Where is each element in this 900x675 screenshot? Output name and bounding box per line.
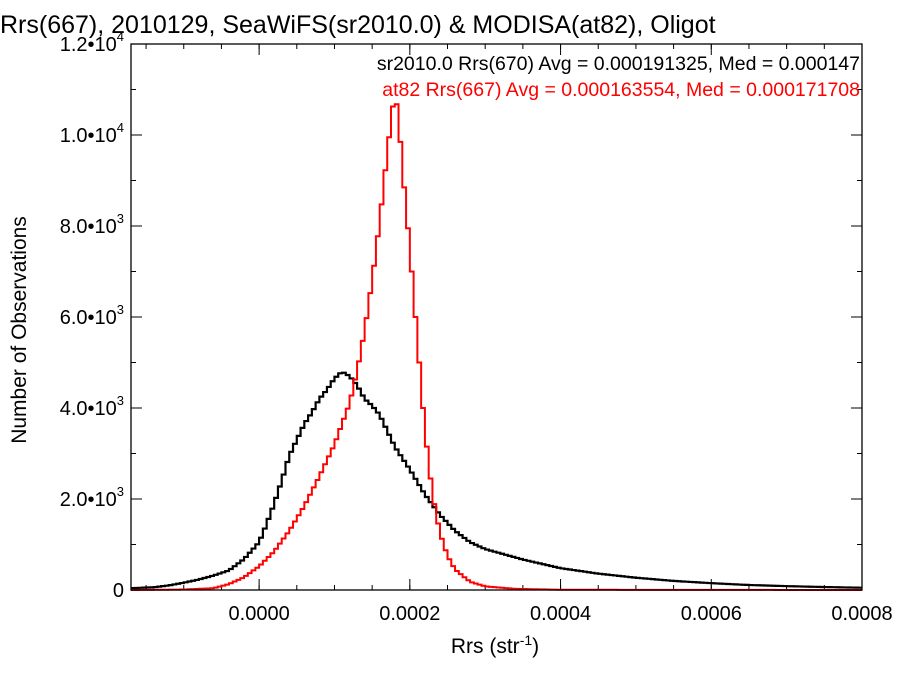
x-tick-label: 0.0006 [681, 603, 742, 625]
y-tick-label: 0 [113, 580, 124, 602]
legend-entry-red: at82 Rrs(667) Avg = 0.000163554, Med = 0… [382, 79, 860, 101]
y-tick-label: 4.0•103 [60, 393, 124, 420]
plot-frame [130, 43, 863, 591]
x-axis-label-main: Rrs (str [451, 635, 520, 658]
x-tick-label: 0.0008 [831, 603, 892, 625]
chart-title: Rrs(667), 2010129, SeaWiFS(sr2010.0) & M… [0, 11, 716, 39]
y-tick-label: 1.0•104 [60, 120, 124, 147]
x-tick-label: 0.0004 [530, 603, 591, 625]
y-tick-label: 6.0•103 [60, 302, 124, 329]
x-tick-label: 0.0002 [379, 603, 440, 625]
y-tick-label: 2.0•103 [60, 484, 124, 511]
legend-entry-black: sr2010.0 Rrs(670) Avg = 0.000191325, Med… [377, 53, 860, 75]
series-line-0 [131, 371, 862, 590]
y-tick-label: 8.0•103 [60, 211, 124, 238]
series-layer [131, 103, 862, 591]
y-tick-label: 1.2•104 [60, 29, 124, 56]
x-axis-label-sup: -1 [520, 632, 533, 648]
axis-ticks: 0.0000 0.0002 0.0004 0.0006 0.0008 0 2.0•103 4.… [60, 29, 893, 625]
x-tick-label: 0.0000 [229, 603, 290, 625]
x-axis-label: Rrs (str-1) [451, 632, 539, 658]
series-line-1 [131, 103, 862, 591]
x-axis-label-end: ) [532, 635, 539, 658]
y-axis-label: Number of Observations [8, 216, 31, 444]
y-axis-label-group: Number of Observations [8, 216, 31, 444]
